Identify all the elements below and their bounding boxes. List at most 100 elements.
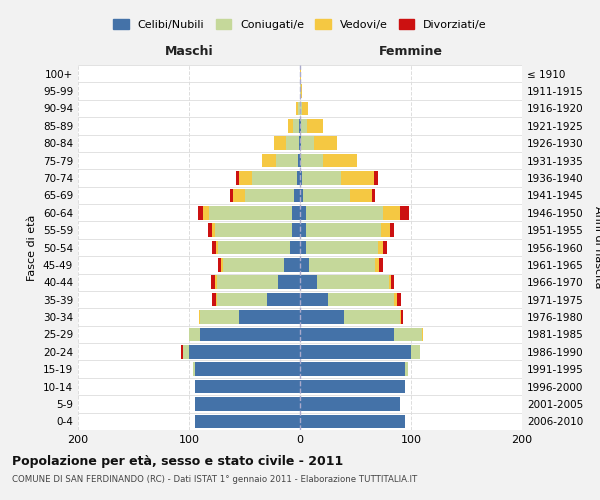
- Bar: [300, 171, 302, 185]
- Bar: [181, 345, 184, 358]
- Bar: [217, 293, 266, 306]
- Bar: [286, 136, 299, 150]
- Bar: [252, 171, 296, 185]
- Bar: [300, 345, 411, 358]
- Bar: [233, 188, 245, 202]
- Bar: [302, 102, 308, 115]
- Bar: [300, 240, 305, 254]
- Bar: [218, 240, 290, 254]
- Bar: [307, 119, 323, 132]
- Bar: [223, 258, 284, 272]
- Bar: [374, 171, 378, 185]
- Bar: [193, 362, 194, 376]
- Bar: [189, 328, 200, 341]
- Bar: [203, 206, 209, 220]
- Bar: [299, 136, 300, 150]
- Bar: [300, 102, 302, 115]
- Bar: [194, 397, 300, 410]
- Bar: [292, 224, 300, 237]
- Bar: [245, 188, 295, 202]
- Bar: [266, 293, 300, 306]
- Text: COMUNE DI SAN FERDINANDO (RC) - Dati ISTAT 1° gennaio 2011 - Elaborazione TUTTIT: COMUNE DI SAN FERDINANDO (RC) - Dati IST…: [12, 475, 417, 484]
- Text: Femmine: Femmine: [379, 44, 443, 58]
- Bar: [350, 188, 372, 202]
- Bar: [328, 293, 394, 306]
- Legend: Celibi/Nubili, Coniugati/e, Vedovi/e, Divorziati/e: Celibi/Nubili, Coniugati/e, Vedovi/e, Di…: [113, 20, 487, 30]
- Bar: [212, 240, 215, 254]
- Bar: [379, 258, 383, 272]
- Bar: [215, 276, 217, 289]
- Bar: [194, 362, 300, 376]
- Bar: [209, 206, 292, 220]
- Bar: [300, 67, 301, 80]
- Bar: [299, 119, 300, 132]
- Y-axis label: Anni di nascita: Anni di nascita: [593, 206, 600, 289]
- Bar: [212, 293, 215, 306]
- Bar: [300, 380, 406, 394]
- Bar: [215, 240, 218, 254]
- Bar: [300, 328, 394, 341]
- Bar: [212, 224, 215, 237]
- Bar: [298, 154, 300, 168]
- Bar: [284, 258, 300, 272]
- Bar: [239, 310, 300, 324]
- Bar: [300, 224, 305, 237]
- Bar: [300, 206, 305, 220]
- Bar: [295, 188, 300, 202]
- Bar: [198, 206, 203, 220]
- Bar: [397, 293, 401, 306]
- Bar: [278, 276, 300, 289]
- Bar: [305, 224, 381, 237]
- Bar: [389, 276, 391, 289]
- Bar: [400, 206, 409, 220]
- Bar: [406, 362, 407, 376]
- Bar: [300, 310, 344, 324]
- Bar: [301, 119, 307, 132]
- Bar: [296, 102, 298, 115]
- Bar: [200, 328, 300, 341]
- Bar: [381, 224, 390, 237]
- Bar: [300, 362, 406, 376]
- Bar: [217, 276, 278, 289]
- Bar: [300, 119, 301, 132]
- Bar: [208, 224, 212, 237]
- Bar: [323, 154, 356, 168]
- Bar: [194, 380, 300, 394]
- Bar: [309, 258, 376, 272]
- Bar: [376, 258, 379, 272]
- Bar: [296, 171, 300, 185]
- Text: Maschi: Maschi: [164, 44, 214, 58]
- Bar: [221, 258, 223, 272]
- Bar: [189, 345, 300, 358]
- Bar: [211, 276, 215, 289]
- Bar: [301, 154, 323, 168]
- Bar: [383, 240, 386, 254]
- Bar: [317, 276, 389, 289]
- Bar: [184, 345, 189, 358]
- Bar: [305, 206, 383, 220]
- Y-axis label: Fasce di età: Fasce di età: [28, 214, 37, 280]
- Bar: [200, 310, 239, 324]
- Bar: [300, 276, 317, 289]
- Bar: [275, 154, 298, 168]
- Bar: [215, 293, 217, 306]
- Bar: [411, 345, 420, 358]
- Bar: [236, 171, 239, 185]
- Bar: [300, 188, 304, 202]
- Bar: [383, 206, 400, 220]
- Bar: [199, 310, 200, 324]
- Bar: [300, 136, 301, 150]
- Bar: [302, 171, 341, 185]
- Bar: [314, 136, 337, 150]
- Bar: [293, 119, 299, 132]
- Bar: [341, 171, 374, 185]
- Bar: [300, 397, 400, 410]
- Text: Popolazione per età, sesso e stato civile - 2011: Popolazione per età, sesso e stato civil…: [12, 455, 343, 468]
- Bar: [301, 84, 302, 98]
- Bar: [305, 240, 378, 254]
- Bar: [344, 310, 400, 324]
- Bar: [300, 414, 406, 428]
- Bar: [390, 224, 394, 237]
- Bar: [422, 328, 423, 341]
- Bar: [391, 276, 394, 289]
